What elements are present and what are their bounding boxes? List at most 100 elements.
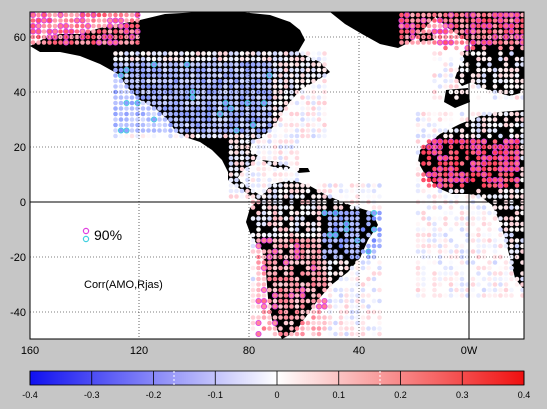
correlation-dot [184, 62, 190, 67]
significance-marker [502, 33, 510, 41]
correlation-dot [514, 216, 520, 221]
correlation-dot [487, 172, 492, 177]
correlation-dot [256, 227, 261, 232]
correlation-dot [58, 12, 63, 18]
correlation-dot [173, 117, 179, 122]
correlation-dot [316, 293, 322, 298]
correlation-dot [41, 34, 47, 40]
correlation-dot [234, 172, 239, 177]
correlation-dot [514, 12, 520, 18]
correlation-dot [459, 172, 465, 177]
correlation-dot [305, 254, 311, 260]
correlation-dot [448, 62, 454, 67]
correlation-dot [256, 111, 261, 117]
correlation-dot [410, 23, 415, 29]
correlation-dot [311, 78, 316, 84]
correlation-dot [135, 34, 140, 40]
colorbar-tick-label: -0.4 [22, 390, 38, 400]
correlation-dot [437, 260, 443, 265]
correlation-dot [245, 67, 250, 73]
correlation-dot [338, 287, 344, 293]
correlation-dot [272, 51, 278, 56]
correlation-dot [256, 51, 261, 56]
correlation-dot [129, 111, 135, 117]
correlation-dot [470, 161, 476, 166]
correlation-dot [278, 177, 283, 183]
correlation-dot [283, 216, 289, 221]
correlation-dot [272, 282, 278, 287]
significance-marker [491, 149, 499, 156]
correlation-dot [217, 133, 223, 139]
correlation-dot [415, 216, 421, 221]
correlation-dot [305, 260, 311, 265]
correlation-dot [327, 304, 333, 309]
correlation-dot [289, 238, 294, 243]
correlation-dot [278, 249, 283, 254]
correlation-dot [261, 166, 267, 172]
correlation-dot [228, 95, 234, 100]
correlation-dot [300, 106, 305, 111]
correlation-dot [212, 67, 217, 73]
correlation-dot [118, 100, 124, 106]
correlation-dot [459, 216, 465, 221]
significance-marker [271, 303, 279, 310]
correlation-dot [267, 133, 272, 139]
significance-marker [354, 237, 361, 244]
correlation-dot [492, 243, 498, 249]
correlation-dot [448, 282, 454, 287]
correlation-dot [322, 67, 327, 73]
correlation-dot [377, 205, 382, 210]
correlation-dot [168, 62, 173, 67]
correlation-dot [470, 18, 476, 23]
correlation-dot [113, 89, 118, 95]
correlation-dot [102, 23, 107, 29]
correlation-dot [118, 67, 124, 73]
correlation-dot [448, 84, 454, 89]
correlation-dot [278, 155, 283, 161]
correlation-dot [366, 210, 371, 216]
correlation-dot [305, 73, 311, 78]
correlation-dot [443, 249, 448, 254]
correlation-dot [250, 84, 256, 89]
correlation-dot [437, 34, 443, 40]
correlation-dot [245, 166, 250, 172]
correlation-dot [267, 139, 272, 144]
correlation-dot [432, 73, 437, 78]
correlation-dot [278, 56, 283, 62]
correlation-dot [415, 188, 421, 194]
correlation-dot [492, 155, 498, 161]
correlation-dot [355, 238, 360, 243]
correlation-dot [283, 293, 289, 298]
correlation-dot [399, 18, 404, 23]
correlation-dot [201, 95, 206, 100]
correlation-dot [514, 73, 520, 78]
correlation-dot [492, 73, 498, 78]
significance-marker [123, 66, 130, 74]
significance-marker [134, 99, 141, 107]
correlation-dot [58, 23, 63, 29]
correlation-dot [487, 117, 492, 122]
correlation-dot [311, 62, 316, 67]
correlation-dot [311, 315, 316, 320]
correlation-dot [476, 238, 481, 243]
correlation-dot [283, 304, 289, 309]
correlation-dot [448, 78, 454, 84]
correlation-dot [250, 282, 256, 287]
correlation-dot [426, 172, 432, 177]
correlation-dot [267, 84, 272, 89]
correlation-dot [261, 150, 267, 155]
correlation-dot [349, 265, 355, 271]
correlation-dot [520, 221, 524, 227]
correlation-dot [492, 128, 498, 133]
correlation-dot [355, 271, 360, 276]
correlation-dot [327, 216, 333, 221]
correlation-dot [228, 172, 234, 177]
correlation-dot [206, 51, 212, 56]
correlation-dot [476, 18, 481, 23]
significance-marker [447, 138, 455, 145]
correlation-dot [245, 95, 250, 100]
correlation-dot [289, 128, 294, 133]
correlation-dot [316, 188, 322, 194]
correlation-dot [432, 89, 437, 95]
correlation-dot [487, 227, 492, 232]
